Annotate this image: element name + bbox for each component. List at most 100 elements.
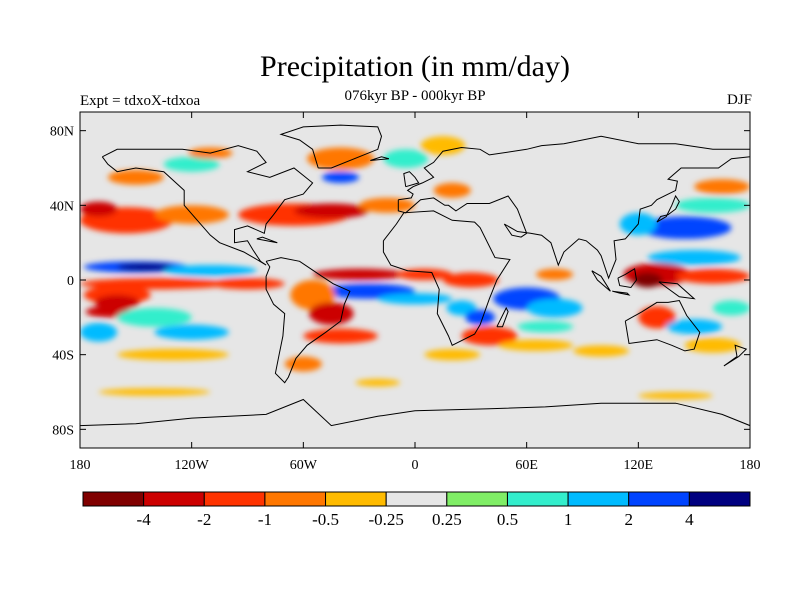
coastline-15 xyxy=(723,344,748,367)
anomaly-region-44 xyxy=(632,272,663,288)
anomaly-region-59 xyxy=(355,378,401,387)
colorbar-label-3: -0.5 xyxy=(312,510,339,529)
colorbar: -4 -2 -1 -0.5 -0.25 0.25 0.5 1 2 4 xyxy=(82,491,751,529)
colorbar-label-0: -4 xyxy=(137,510,152,529)
anomaly-region-22 xyxy=(383,149,429,169)
coastline-10 xyxy=(612,290,631,296)
colorbar-box-6 xyxy=(446,491,508,507)
longitude-axis: 180 120W 60W 0 60E 120E 180 xyxy=(70,112,761,473)
coastline-4 xyxy=(624,299,701,352)
experiment-label: Expt = tdxoX-tdxoa xyxy=(80,93,201,109)
anomaly-region-23 xyxy=(321,171,360,183)
anomaly-region-55 xyxy=(424,349,481,361)
x-tick-label-0: 180 xyxy=(70,458,91,473)
anomaly-region-8 xyxy=(80,322,118,342)
anomaly-field xyxy=(80,136,750,400)
anomaly-region-11 xyxy=(117,349,229,361)
x-tick-label-5: 120E xyxy=(624,458,654,473)
anomaly-region-6 xyxy=(94,294,140,310)
anomaly-region-35 xyxy=(446,300,477,316)
coastline-8 xyxy=(656,194,680,223)
anomaly-region-24 xyxy=(420,136,466,155)
colorbar-box-7 xyxy=(506,491,569,507)
coastline-11 xyxy=(617,267,638,289)
anomaly-region-56 xyxy=(573,345,630,357)
anomaly-region-1 xyxy=(117,263,174,271)
y-tick-label-2: 0 xyxy=(67,274,74,289)
anomaly-region-52 xyxy=(666,319,723,335)
anomaly-region-26 xyxy=(312,268,406,280)
anomaly-region-29 xyxy=(377,293,453,305)
anomaly-region-45 xyxy=(675,268,750,284)
x-tick-label-3: 0 xyxy=(412,458,419,473)
coastline-6 xyxy=(80,398,750,427)
anomaly-region-16 xyxy=(163,156,220,172)
coastline-1 xyxy=(265,257,351,384)
anomaly-region-4 xyxy=(210,278,285,290)
colorbar-box-2 xyxy=(203,491,266,507)
anomaly-region-25 xyxy=(433,182,471,198)
coastline-13 xyxy=(496,306,509,328)
coastline-0 xyxy=(101,145,314,266)
anomaly-region-39 xyxy=(526,298,583,318)
anomaly-region-54 xyxy=(684,337,741,353)
colorbar-box-1 xyxy=(143,491,205,507)
anomaly-region-49 xyxy=(675,197,750,213)
anomaly-region-27 xyxy=(396,268,453,280)
coastline-9 xyxy=(591,270,611,292)
colorbar-label-5: 0.25 xyxy=(432,510,462,529)
colorbar-label-8: 2 xyxy=(624,510,633,529)
anomaly-region-46 xyxy=(647,250,741,266)
colorbar-label-2: -1 xyxy=(258,510,272,529)
anomaly-region-20 xyxy=(359,197,416,213)
map-title: Precipitation (in mm/day) xyxy=(260,50,570,83)
coastlines xyxy=(80,124,750,427)
coastline-5 xyxy=(279,124,383,169)
anomaly-region-33 xyxy=(284,356,322,372)
y-tick-label-4: 80S xyxy=(52,423,74,438)
anomaly-region-34 xyxy=(442,272,499,288)
anomaly-region-21 xyxy=(307,147,375,170)
anomaly-region-37 xyxy=(461,326,518,346)
latitude-axis: 80N 40N 0 40S 80S xyxy=(50,125,750,438)
colorbar-box-0 xyxy=(82,491,145,507)
anomaly-region-50 xyxy=(694,179,750,195)
anomaly-region-13 xyxy=(80,201,118,217)
colorbar-label-7: 1 xyxy=(564,510,573,529)
anomaly-region-57 xyxy=(638,392,713,400)
coastline-2 xyxy=(382,210,511,346)
anomaly-region-15 xyxy=(107,169,164,185)
map-subtitle: 076kyr BP - 000kyr BP xyxy=(344,88,486,104)
anomaly-region-10 xyxy=(154,324,229,340)
anomaly-region-53 xyxy=(712,300,750,316)
season-label: DJF xyxy=(726,92,752,108)
anomaly-region-58 xyxy=(98,388,211,396)
colorbar-label-6: 0.5 xyxy=(497,510,518,529)
anomaly-region-31 xyxy=(308,302,354,325)
anomaly-region-42 xyxy=(535,268,574,280)
x-tick-label-6: 180 xyxy=(740,458,761,473)
colorbar-box-3 xyxy=(264,491,327,507)
y-tick-label-0: 80N xyxy=(50,125,74,140)
anomaly-region-40 xyxy=(517,321,574,333)
coastline-12 xyxy=(658,281,696,300)
anomaly-region-36 xyxy=(465,309,496,325)
colorbar-box-9 xyxy=(628,491,690,507)
coastline-14 xyxy=(256,236,278,244)
y-tick-label-3: 40S xyxy=(52,349,74,364)
anomaly-region-14 xyxy=(154,205,229,225)
y-tick-label-1: 40N xyxy=(50,199,74,214)
colorbar-box-10 xyxy=(688,491,751,507)
x-tick-label-2: 60W xyxy=(290,458,318,473)
coastline-16 xyxy=(370,156,390,161)
anomaly-region-41 xyxy=(498,339,574,351)
colorbar-label-4: -0.25 xyxy=(368,510,403,529)
anomaly-region-30 xyxy=(290,280,335,310)
x-tick-label-1: 120W xyxy=(175,458,210,473)
x-tick-label-4: 60E xyxy=(515,458,538,473)
anomaly-region-32 xyxy=(303,328,378,344)
coastline-7 xyxy=(403,171,420,188)
colorbar-box-4 xyxy=(325,491,387,507)
anomaly-region-51 xyxy=(638,306,676,329)
